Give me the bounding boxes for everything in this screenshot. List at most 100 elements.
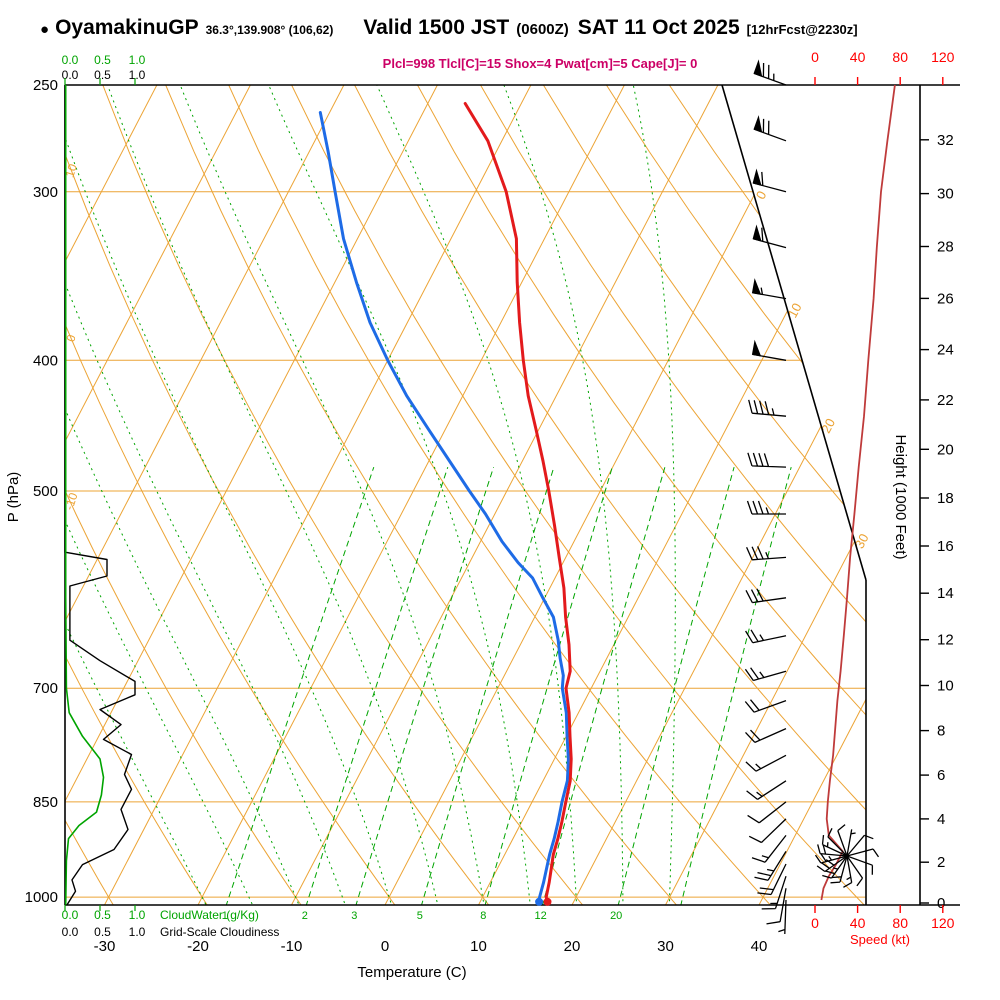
wind-barb [814, 853, 848, 864]
station-coords: 36.3°,139.908° (106,62) [205, 23, 334, 37]
dry-adiabat-grid [65, 85, 866, 905]
temperature-tick-label: 0 [381, 938, 389, 955]
height-tick-label: 22 [937, 392, 954, 409]
height-tick-label: 10 [937, 678, 954, 695]
temperature-tick-label: -10 [281, 938, 303, 955]
valid-date: SAT 11 Oct 2025 [577, 16, 740, 39]
wind-barb [816, 855, 848, 873]
height-tick-label: 16 [937, 538, 954, 555]
isotherm-grid [65, 85, 866, 905]
wind-barb [753, 62, 787, 86]
wind-barb [843, 855, 853, 888]
valid-time-utc: (0600Z) [516, 21, 569, 38]
wind-barb [761, 875, 787, 910]
dry-adiabat-label: 10 [63, 162, 81, 179]
cloudwater-profile [64, 85, 105, 905]
wind-barb [745, 728, 787, 743]
cloudwater-scale-tick: 0.5 [94, 53, 111, 67]
cloudiness-scale-tick: 0.5 [94, 68, 111, 82]
cloud-scale-bottom: 0.0 0.0 0.5 0.5 1.0 1.0 CloudWater (g/Kg) Grid-… [62, 905, 279, 939]
cloudiness-legend: Grid-Scale Cloudiness [160, 925, 279, 939]
wind-barb [746, 500, 786, 515]
temperature-axis-labels: -30 -20 -10 0 10 20 30 40 Temperature (C) [94, 938, 768, 981]
mixing-ratio-label: 3 [351, 910, 357, 922]
mixing-ratio-labels: 1 2 3 5 8 12 20 [222, 910, 623, 922]
pressure-tick-label: 250 [33, 77, 58, 94]
wind-barb [822, 855, 848, 879]
pressure-axis-labels: 250 300 400 500 700 850 1000 P (hPa) [5, 77, 58, 906]
height-tick-label: 28 [937, 239, 954, 256]
wind-barb [778, 899, 787, 935]
moisture-grid [65, 85, 792, 905]
wind-barb [766, 888, 787, 925]
cloudiness-scale-tick: 1.0 [129, 925, 146, 939]
wind-barb [821, 835, 848, 857]
cloudiness-scale-tick: 1.0 [129, 68, 146, 82]
wind-barb [827, 828, 848, 857]
wind-barb [846, 855, 874, 875]
wind-barb [846, 834, 874, 857]
temperature-tick-label: 30 [657, 938, 674, 955]
speed-tick-label-top: 40 [850, 49, 866, 65]
wind-barb [746, 546, 787, 561]
wind-barb [745, 629, 787, 644]
cloud-scale-top: 0.00.0 0.50.5 1.01.0 [62, 53, 146, 85]
temperature-tick-label: 10 [470, 938, 487, 955]
pressure-tick-label: 850 [33, 794, 58, 811]
dry-adiabat-labels: 10 0 -10 [62, 162, 81, 512]
height-tick-label: 6 [937, 767, 945, 784]
height-tick-label: 4 [937, 811, 945, 828]
wind-barb [757, 863, 787, 896]
valid-time: Valid 1500 JST [363, 16, 510, 39]
wind-barb [745, 754, 787, 772]
mixing-ratio-lines [219, 466, 792, 905]
temperature-tick-label: -30 [94, 938, 116, 955]
wind-barb [747, 452, 787, 468]
height-tick-label: 20 [937, 441, 954, 458]
cloudiness-scale-tick: 0.0 [62, 68, 79, 82]
isobar-grid [65, 191, 866, 898]
temperature-axis-title: Temperature (C) [357, 964, 466, 981]
wind-barb [748, 399, 787, 417]
cloudiness-scale-tick: 0.0 [62, 925, 79, 939]
pressure-tick-label: 700 [33, 680, 58, 697]
height-tick-label: 26 [937, 290, 954, 307]
wind-barb-pennant [753, 59, 763, 77]
mixing-ratio-label: 8 [480, 910, 486, 922]
height-axis-title: Height (1000 Feet) [892, 434, 909, 559]
wind-barb [748, 818, 787, 844]
mixing-ratio-label: 2 [302, 910, 308, 922]
wind-barb [744, 699, 787, 713]
surface-dewpoint-marker [535, 897, 544, 906]
title-bar: ● OyamakinuGP 36.3°,139.908° (106,62) Va… [40, 16, 858, 40]
wind-barb [846, 848, 880, 858]
plot-frame [64, 84, 960, 906]
wind-barb-pennant [752, 224, 762, 242]
wind-barb-pennant [751, 339, 762, 357]
speed-tick-label-bottom: 120 [931, 915, 955, 931]
speed-tick-label-top: 0 [811, 49, 819, 65]
height-tick-label: 8 [937, 723, 945, 740]
temperature-tick-label: 20 [564, 938, 581, 955]
moist-adiabat-lines [65, 85, 676, 905]
wind-barb [746, 780, 787, 800]
surface-wind-fan [814, 824, 880, 888]
height-tick-label: 30 [937, 186, 954, 203]
wind-barb [846, 855, 864, 887]
height-tick-label: 32 [937, 132, 954, 149]
skewt-grid [65, 85, 866, 905]
forecast-run-info: [12hrFcst@2230z] [746, 22, 858, 37]
cloudwater-legend: CloudWater (g/Kg) [160, 908, 259, 922]
speed-axis-title: Speed (kt) [850, 932, 910, 947]
cloudwater-scale-tick: 1.0 [129, 908, 146, 922]
speed-tick-label-top: 120 [931, 49, 955, 65]
wind-barb [846, 829, 856, 857]
cloudiness-profile [64, 85, 136, 906]
pressure-tick-label: 400 [33, 352, 58, 369]
wind-barb [817, 844, 848, 857]
wind-barb-pennant [752, 168, 762, 186]
pressure-tick-label: 1000 [25, 889, 58, 906]
